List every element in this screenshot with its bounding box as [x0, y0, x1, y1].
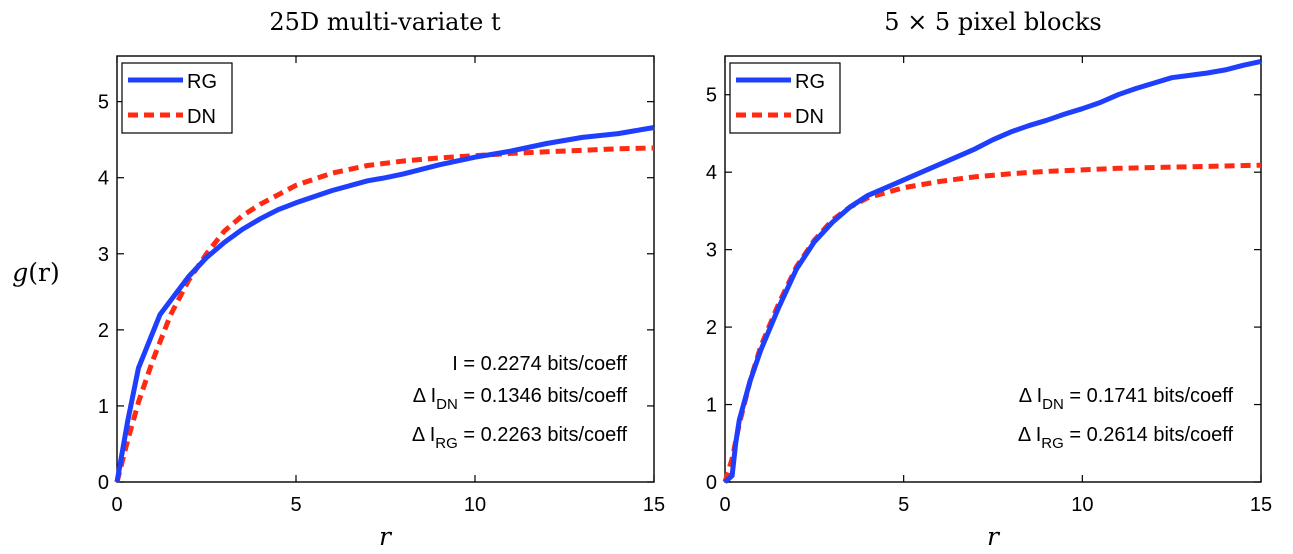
chart-right-y-tick-label: 4: [706, 162, 717, 184]
chart-right-y-tick-label: 1: [706, 395, 717, 417]
chart-right-ticks: 0 5 10 15 0 1 2 3 4 5: [706, 56, 1272, 516]
chart-left-y-tick-label: 3: [98, 244, 109, 266]
chart-right-legend: RG DN: [729, 62, 841, 134]
chart-right-x-tick-label: 10: [1071, 494, 1093, 516]
legend-dn-label: DN: [795, 106, 824, 128]
chart-right-x-tick-label: 5: [898, 494, 909, 516]
chart-left-y-tick-label: 1: [98, 396, 109, 418]
y-axis-label: g(r): [12, 258, 59, 287]
chart-right-x-label: r: [987, 522, 1001, 551]
annotation-rg: Δ IRG = 0.2263 bits/coeff: [412, 424, 628, 452]
annotation-dn: Δ IDN = 0.1346 bits/coeff: [413, 385, 628, 413]
chart-left-series-rg-line: [114, 125, 655, 483]
chart-left-y-tick-label: 5: [98, 92, 109, 114]
chart-left-plot-frame: [116, 55, 655, 483]
annotation-dn: Δ IDN = 0.1741 bits/coeff: [1019, 385, 1234, 413]
chart-right-x-tick-label: 0: [719, 494, 730, 516]
chart-left-series-dn-line: [114, 145, 655, 483]
annotation-rg: Δ IRG = 0.2614 bits/coeff: [1018, 424, 1234, 452]
chart-right-y-tick-label: 0: [706, 472, 717, 494]
legend-box: [121, 62, 233, 134]
chart-left-x-label: r: [379, 522, 393, 551]
legend-box: [729, 62, 841, 134]
chart-left-ticks: 0 5 10 15 0 1 2 3 4 5: [98, 56, 665, 516]
chart-right-y-tick-label: 3: [706, 240, 717, 262]
chart-left-x-tick-label: 5: [290, 494, 301, 516]
legend-rg-label: RG: [187, 71, 217, 93]
chart-right-series: [722, 58, 1262, 484]
chart-left-annotations: I = 0.2274 bits/coeff Δ IDN = 0.1346 bit…: [412, 353, 628, 452]
chart-left-legend: RG DN: [121, 62, 233, 134]
chart-left-y-tick-label: 2: [98, 320, 109, 342]
chart-right-plot-frame: [724, 55, 1262, 483]
chart-right-series-rg-line: [723, 58, 1262, 484]
chart-left-x-tick-label: 10: [464, 494, 486, 516]
annotation-info: I = 0.2274 bits/coeff: [452, 353, 627, 375]
chart-left-series: [114, 125, 655, 483]
chart-left-x-tick-label: 15: [643, 494, 665, 516]
chart-left: 25D multi-variate t 0 5 10 15 0 1 2 3 4 5 r RG DN…: [98, 8, 665, 551]
legend-dn-label: DN: [187, 106, 216, 128]
chart-left-y-tick-label: 4: [98, 168, 109, 190]
legend-rg-label: RG: [795, 71, 825, 93]
chart-right-x-tick-label: 15: [1250, 494, 1272, 516]
chart-right-y-tick-label: 5: [706, 85, 717, 107]
chart-right-title: 5 × 5 pixel blocks: [884, 8, 1101, 36]
chart-right-y-tick-label: 2: [706, 317, 717, 339]
chart-left-title: 25D multi-variate t: [269, 8, 501, 36]
chart-right-annotations: Δ IDN = 0.1741 bits/coeff Δ IRG = 0.2614…: [1018, 385, 1234, 452]
chart-left-x-tick-label: 0: [111, 494, 122, 516]
chart-left-y-tick-label: 0: [98, 472, 109, 494]
chart-right-series-dn-line: [722, 162, 1262, 483]
